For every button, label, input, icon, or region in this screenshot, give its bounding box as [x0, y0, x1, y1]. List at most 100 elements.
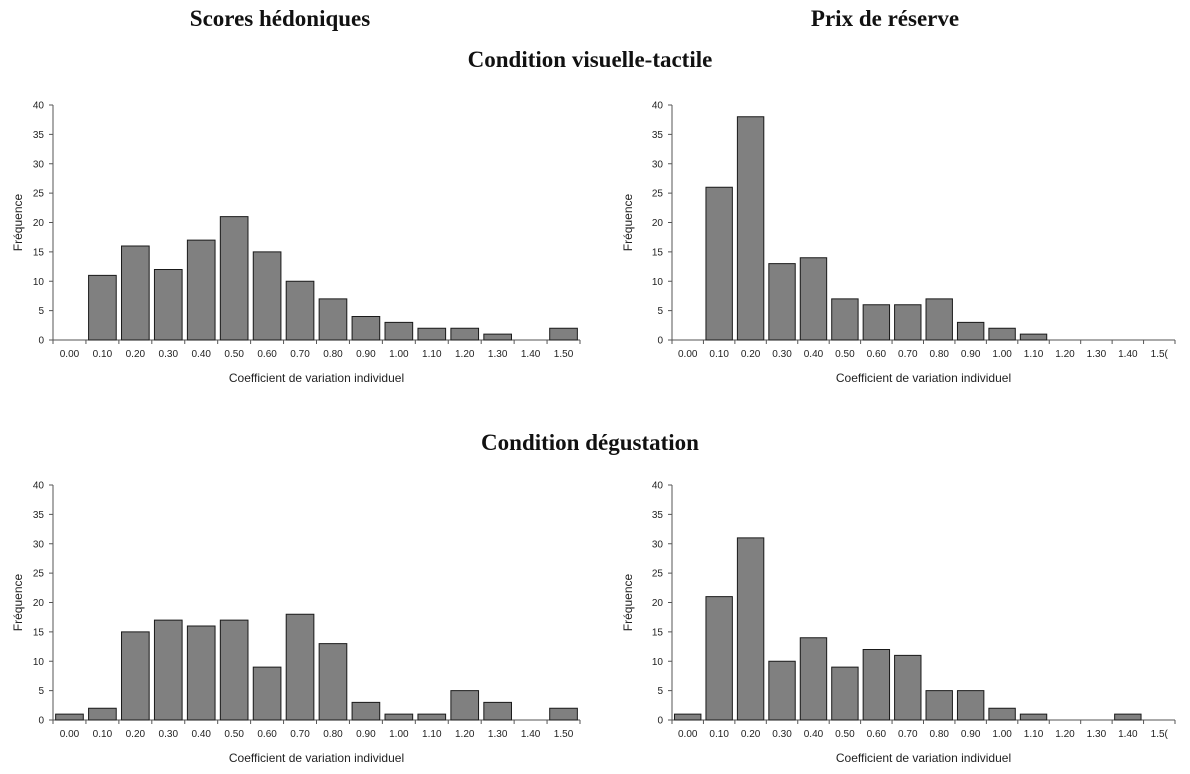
x-tick-label: 0.60 [867, 349, 887, 360]
y-tick-label: 20 [652, 218, 664, 229]
bar [417, 327, 447, 341]
x-tick-label: 1.30 [488, 729, 508, 740]
bar [285, 280, 315, 341]
bar [736, 537, 765, 721]
bar [153, 619, 183, 721]
x-tick-label: 0.90 [961, 729, 981, 740]
y-tick-label: 30 [652, 539, 664, 550]
y-tick-label: 35 [652, 510, 664, 521]
bar [831, 298, 859, 341]
bar [219, 619, 249, 721]
x-axis-label: Coefficient de variation individuel [229, 371, 404, 385]
bar [925, 690, 953, 721]
x-tick-label: 0.00 [678, 349, 698, 360]
x-tick-label: 0.70 [290, 729, 310, 740]
y-tick-label: 20 [33, 218, 45, 229]
y-tick-label: 15 [652, 627, 664, 638]
x-tick-label: 0.40 [804, 729, 824, 740]
x-tick-label: 0.40 [191, 349, 211, 360]
bar [450, 690, 480, 721]
y-tick-label: 10 [33, 657, 45, 668]
y-tick-label: 25 [652, 569, 664, 580]
x-tick-label: 1.10 [422, 729, 442, 740]
bar [768, 263, 796, 341]
y-tick-label: 30 [652, 159, 664, 170]
condition-title-tasting: Condition dégustation [481, 430, 699, 455]
bar [925, 298, 953, 341]
x-axis-label: Coefficient de variation individuel [836, 371, 1011, 385]
x-tick-label: 1.40 [1118, 349, 1138, 360]
y-tick-label: 25 [33, 189, 45, 200]
x-tick-label: 1.40 [1118, 729, 1138, 740]
bar [88, 707, 117, 721]
y-tick-label: 5 [38, 686, 44, 697]
x-tick-label: 0.70 [898, 729, 918, 740]
x-tick-label: 1.00 [389, 729, 409, 740]
bar [956, 321, 985, 341]
y-tick-label: 35 [652, 130, 664, 141]
bar [384, 713, 414, 721]
x-tick-label: 0.10 [709, 349, 729, 360]
y-tick-label: 25 [33, 569, 45, 580]
y-tick-label: 20 [33, 598, 45, 609]
y-tick-label: 40 [33, 101, 45, 112]
bar [705, 186, 733, 341]
condition-title-visual-tactile: Condition visuelle-tactile [467, 47, 713, 72]
y-tick-label: 0 [38, 336, 44, 347]
x-tick-label: 0.30 [159, 349, 179, 360]
x-tick-label: 0.90 [961, 349, 981, 360]
x-axis-label: Coefficient de variation individuel [836, 751, 1011, 765]
x-tick-label: 0.20 [126, 729, 146, 740]
bar [318, 643, 348, 721]
x-tick-label: 1.20 [455, 349, 475, 360]
bar [186, 625, 216, 721]
bar [1019, 333, 1048, 341]
x-tick-label: 1.20 [455, 729, 475, 740]
bar [252, 251, 282, 341]
y-axis-label: Fréquence [621, 193, 635, 251]
x-tick-label: 0.80 [929, 729, 949, 740]
x-tick-label: 1.40 [521, 349, 541, 360]
x-tick-label: 0.90 [356, 349, 376, 360]
bar [483, 333, 512, 341]
x-tick-label: 0.10 [709, 729, 729, 740]
y-tick-label: 0 [657, 336, 663, 347]
x-tick-label: 0.90 [356, 729, 376, 740]
bar [318, 298, 348, 341]
bar [549, 327, 578, 341]
x-tick-label: 1.30 [1087, 349, 1107, 360]
x-tick-label: 0.60 [257, 349, 277, 360]
x-tick-label: 0.20 [126, 349, 146, 360]
bar [121, 631, 150, 721]
y-tick-label: 15 [33, 247, 45, 258]
y-tick-label: 20 [652, 598, 664, 609]
bar [799, 637, 828, 721]
bar [1114, 713, 1142, 721]
chart-visual-tactile-reserve-price: 0 5 10 15 20 25 30 35 40 0.00 0.10 0.20 0.30 0.40 0.50… [621, 101, 1176, 385]
y-tick-label: 15 [33, 627, 45, 638]
x-tick-label: 0.30 [772, 729, 792, 740]
column-title-hedonic-scores: Scores hédoniques [189, 6, 371, 31]
x-tick-label: 1.40 [521, 729, 541, 740]
x-tick-label: 0.30 [159, 729, 179, 740]
bar [351, 316, 381, 341]
x-tick-label: 0.60 [257, 729, 277, 740]
bar [483, 701, 512, 721]
bar [988, 327, 1016, 341]
x-tick-label: 0.20 [741, 729, 761, 740]
bar [384, 321, 414, 341]
y-axis-label: Fréquence [621, 573, 635, 631]
bar [894, 654, 922, 721]
chart-tasting-hedonic: 0 5 10 15 20 25 30 35 40 0.00 0.10 0.20 0.30 0.40 0.50… [11, 481, 581, 765]
bar [768, 660, 796, 721]
chart-tasting-reserve-price: 0 5 10 15 20 25 30 35 40 0.00 0.10 0.20 0.30 0.40 0.50… [621, 481, 1176, 765]
y-axis-label: Fréquence [11, 573, 25, 631]
x-tick-label: 0.40 [191, 729, 211, 740]
x-tick-label: 0.00 [678, 729, 698, 740]
x-tick-label: 0.20 [741, 349, 761, 360]
x-tick-label: 0.50 [835, 729, 855, 740]
chart-visual-tactile-hedonic: 0 5 10 15 20 25 30 35 40 0.00 0.10 0.20 0.30 0.40 0.50… [11, 101, 581, 385]
x-tick-label: 1.10 [1024, 729, 1044, 740]
y-tick-label: 10 [652, 277, 664, 288]
y-tick-label: 40 [652, 101, 664, 112]
